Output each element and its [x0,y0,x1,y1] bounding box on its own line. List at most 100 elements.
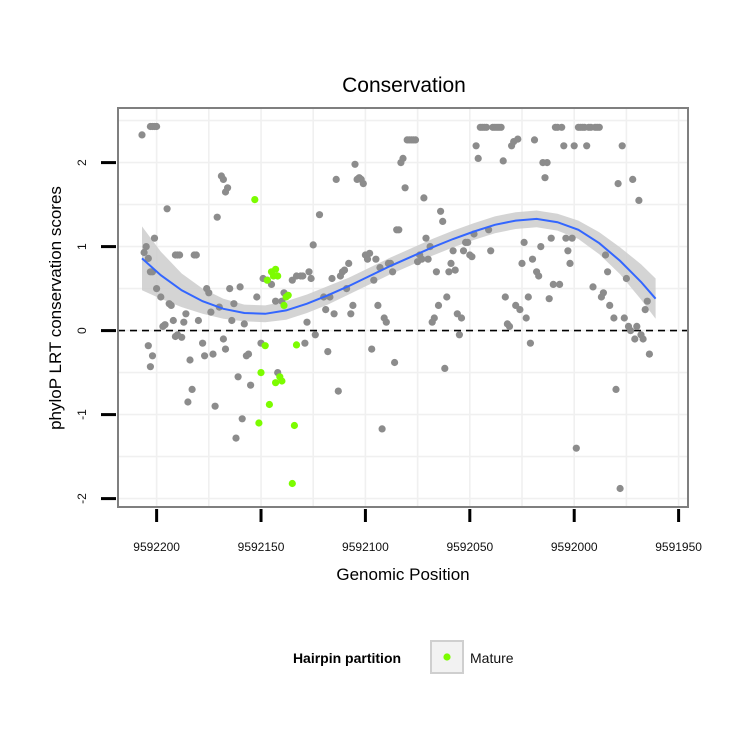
data-point-other [150,234,159,242]
data-point-other [182,310,190,318]
x-tick-label: 9591950 [655,540,702,554]
legend-label-mature: Mature [470,650,514,666]
data-point-other [472,142,480,150]
data-point-mature [278,377,286,385]
data-point-other [643,297,651,305]
data-point-other [199,339,207,347]
data-point-other [516,306,524,314]
data-point-other [622,274,631,283]
data-point-other [589,283,597,291]
data-point-other [209,350,217,358]
legend-title: Hairpin partition [293,650,401,666]
data-point-other [359,180,367,188]
data-point-mature [274,272,282,280]
data-point-other [153,122,161,131]
data-point-other [224,184,232,192]
data-point-mature [257,369,265,377]
data-point-other [157,293,165,301]
data-point-mature [261,342,269,350]
data-point-other [188,385,196,393]
data-point-other [391,358,399,367]
data-point-other [451,266,459,274]
data-point-other [351,160,359,168]
data-point-other [363,255,372,263]
data-point-other [570,142,578,150]
data-point-other [514,135,522,143]
smooth-trend-line [141,217,657,315]
x-tick-label: 9592000 [551,540,598,554]
data-point-other [524,293,532,301]
data-point-other [372,255,380,263]
data-point-other [167,301,175,309]
data-point-mature [251,196,259,204]
data-point-other [253,293,261,301]
confidence-ribbon [142,210,656,323]
data-point-other [238,415,246,423]
data-point-other [382,318,390,326]
data-point-other [635,196,643,204]
data-point-other [468,253,476,261]
data-point-other [169,316,177,325]
data-point-other [324,348,332,356]
data-point-mature [255,419,263,427]
data-point-other [347,310,355,318]
data-point-other [601,251,610,259]
data-point-other [161,321,169,329]
data-point-mature [272,265,280,273]
data-point-other [226,285,234,293]
data-point-other [618,142,626,150]
data-point-other [144,254,152,262]
data-point-other [614,180,622,188]
data-point-other [395,226,403,234]
data-point-other [184,398,192,406]
data-point-other [422,234,430,242]
data-point-other [432,268,440,276]
data-point-other [464,238,472,246]
data-point-other [219,175,227,183]
data-point-other [482,123,491,131]
data-point-other [568,234,576,242]
data-point-other [457,314,466,322]
data-point-other [543,159,551,167]
data-point-other [455,331,463,339]
data-point-other [401,184,409,192]
data-point-other [641,306,649,314]
data-point-other [299,272,307,280]
data-point-other [178,333,186,341]
data-point-other [315,211,324,219]
data-point-other [443,293,451,301]
data-point-mature [288,479,296,488]
x-tick-label: 9592050 [446,540,493,554]
data-point-other [144,342,152,350]
data-point-other [322,306,330,314]
data-point-other [497,123,505,131]
data-point-mature [265,400,273,409]
data-point-other [629,175,637,183]
data-point-other [205,289,213,297]
data-point-other [370,276,378,284]
y-tick-label: 2 [75,159,89,166]
data-point-other [520,238,528,246]
data-point-other [545,295,553,303]
data-point-other [645,350,654,358]
data-point-mature [272,379,280,387]
data-point-other [138,131,146,139]
data-point-other [420,194,428,202]
data-point-other [311,331,319,339]
data-point-other [474,154,482,162]
data-point-mature [292,341,301,349]
data-point-other [411,136,420,144]
data-point-other [180,318,188,326]
data-point-other [207,308,215,316]
data-point-other [424,255,432,263]
panel-border [117,107,689,508]
data-point-other [430,314,438,322]
data-point-other [309,241,317,249]
data-point-other [572,444,580,452]
data-point-mature [290,421,298,430]
y-tick-label: -1 [75,409,89,420]
y-tick-label: -2 [75,493,89,504]
data-point-other [633,322,641,330]
confidence-ribbon-layer [142,210,656,323]
